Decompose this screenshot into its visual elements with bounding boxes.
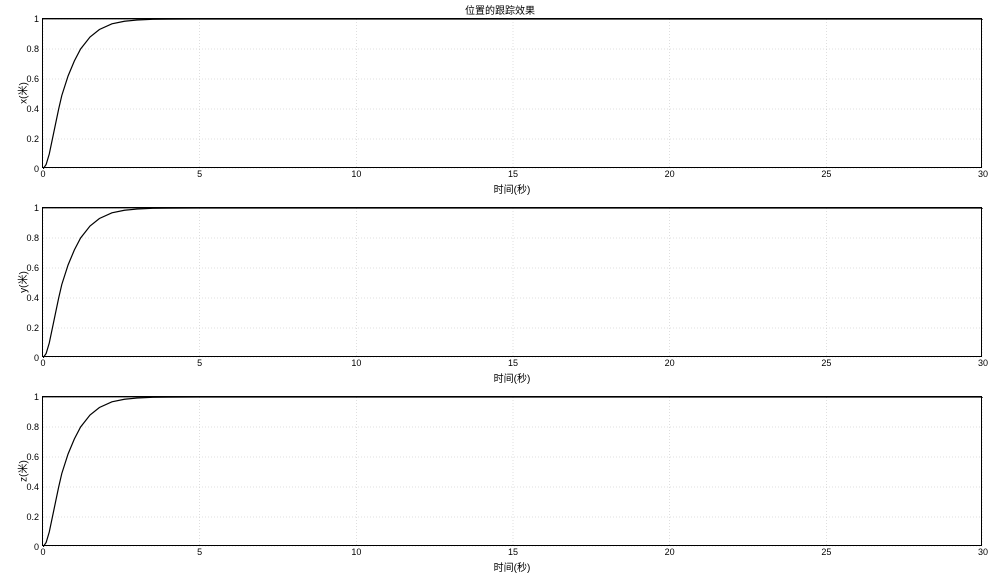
ytick-label: 1	[34, 203, 43, 213]
xtick-label: 30	[978, 545, 988, 557]
ytick-label: 0.4	[26, 293, 43, 303]
ytick-label: 0.2	[26, 512, 43, 522]
y-axis-label: z(米)	[14, 460, 29, 482]
xtick-label: 5	[197, 356, 202, 368]
plot-area: 00.20.40.60.81051015202530y(米)时间(秒)	[42, 207, 982, 357]
xtick-label: 10	[351, 167, 361, 179]
xtick-label: 0	[40, 356, 45, 368]
ytick-label: 0.2	[26, 323, 43, 333]
subplot-1: 00.20.40.60.81051015202530y(米)时间(秒)	[42, 207, 982, 357]
ytick-label: 0.4	[26, 482, 43, 492]
plot-area: 00.20.40.60.81051015202530z(米)时间(秒)	[42, 396, 982, 546]
ytick-label: 0.8	[26, 422, 43, 432]
y-axis-label: y(米)	[14, 271, 29, 293]
xtick-label: 10	[351, 356, 361, 368]
subplot-2: 00.20.40.60.81051015202530z(米)时间(秒)	[42, 396, 982, 546]
y-axis-label: x(米)	[14, 82, 29, 104]
xtick-label: 5	[197, 545, 202, 557]
xtick-label: 20	[665, 545, 675, 557]
xtick-label: 25	[821, 545, 831, 557]
ytick-label: 0.4	[26, 104, 43, 114]
xtick-label: 10	[351, 545, 361, 557]
ytick-label: 1	[34, 14, 43, 24]
xtick-label: 20	[665, 356, 675, 368]
xtick-label: 25	[821, 167, 831, 179]
ytick-label: 0.8	[26, 233, 43, 243]
ytick-label: 0.8	[26, 44, 43, 54]
plot-area: 00.20.40.60.81051015202530x(米)时间(秒)	[42, 18, 982, 168]
subplot-0: 00.20.40.60.81051015202530x(米)时间(秒)	[42, 18, 982, 168]
x-axis-label: 时间(秒)	[494, 545, 531, 574]
xtick-label: 5	[197, 167, 202, 179]
xtick-label: 0	[40, 167, 45, 179]
xtick-label: 25	[821, 356, 831, 368]
xtick-label: 30	[978, 356, 988, 368]
x-axis-label: 时间(秒)	[494, 356, 531, 385]
xtick-label: 20	[665, 167, 675, 179]
ytick-label: 1	[34, 392, 43, 402]
figure-title: 位置的跟踪效果	[0, 2, 1000, 17]
xtick-label: 0	[40, 545, 45, 557]
ytick-label: 0.2	[26, 134, 43, 144]
xtick-label: 30	[978, 167, 988, 179]
figure: 位置的跟踪效果 00.20.40.60.81051015202530x(米)时间…	[0, 0, 1000, 579]
x-axis-label: 时间(秒)	[494, 167, 531, 196]
